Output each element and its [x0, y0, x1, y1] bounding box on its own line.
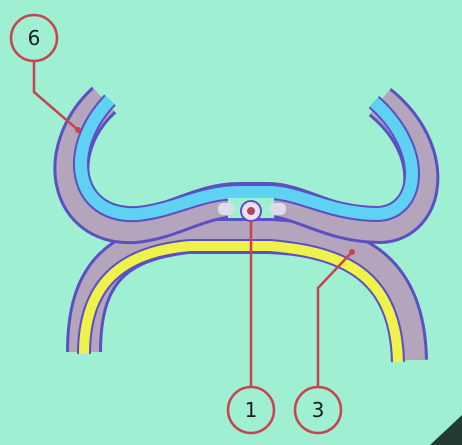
- lower-membrane-yellow-fill: [79, 241, 403, 363]
- pore-center: [247, 207, 255, 215]
- central-pore: [218, 198, 286, 222]
- label-1: 1: [245, 398, 258, 422]
- callout-3-anchor-dot: [349, 249, 355, 255]
- callout-3: 3: [293, 249, 355, 435]
- label-3: 3: [312, 398, 325, 422]
- callout-3-circle: [293, 385, 343, 435]
- callout-6-circle: [9, 13, 59, 63]
- upper-membrane-inner-layer: [74, 95, 418, 221]
- pore-right-cap: [270, 203, 286, 215]
- callout-1-circle: [226, 385, 276, 435]
- callout-3-leader: [316, 251, 353, 388]
- corner-shadow: [430, 415, 462, 445]
- pore-left-cap: [218, 203, 234, 215]
- callout-1: 1: [226, 221, 276, 435]
- callout-6-anchor-dot: [75, 127, 81, 133]
- callout-6: 6: [9, 13, 81, 133]
- label-6: 6: [28, 26, 41, 50]
- lower-membrane: [66, 218, 428, 363]
- callout-6-leader: [32, 62, 79, 131]
